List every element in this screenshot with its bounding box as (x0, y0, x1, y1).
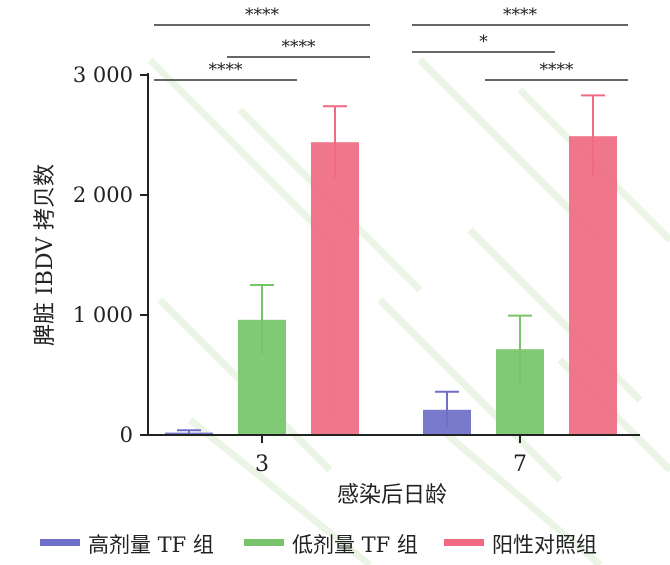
significance-label: **** (540, 60, 575, 80)
watermark-line (187, 417, 373, 565)
legend-label: 低剂量 TF 组 (292, 533, 418, 557)
y-tick-label: 2 000 (73, 183, 133, 207)
axes-layer (147, 73, 640, 436)
legend: 高剂量 TF 组 低剂量 TF 组 阳性对照组 (40, 533, 597, 557)
legend-swatch (40, 539, 80, 546)
x-tick-label: 3 (255, 452, 269, 477)
legend-swatch (244, 539, 284, 546)
significance-label: **** (503, 5, 538, 25)
y-ticks-layer: 0 1 000 2 000 3 000 (73, 63, 148, 447)
bar (311, 142, 359, 435)
bar (569, 136, 617, 435)
legend-label: 高剂量 TF 组 (88, 533, 214, 557)
significance-label: **** (282, 37, 317, 57)
y-tick-label: 3 000 (73, 63, 133, 87)
significance-label: **** (209, 60, 244, 80)
y-tick-label: 1 000 (73, 303, 133, 327)
watermark-line (377, 297, 563, 483)
x-tick-label: 7 (513, 452, 527, 477)
y-axis-label: 脾脏 IBDV 拷贝数 (33, 164, 58, 346)
significance-label: * (479, 32, 488, 52)
x-axis-label: 感染后日龄 (337, 483, 447, 508)
legend-swatch (444, 539, 484, 546)
y-tick-label: 0 (120, 423, 133, 447)
significance-layer: ********************* (154, 5, 628, 81)
watermark-line (427, 417, 603, 565)
watermark-line (147, 57, 333, 243)
significance-label: **** (245, 5, 280, 25)
bars-layer (165, 94, 617, 435)
legend-label: 阳性对照组 (492, 533, 597, 557)
